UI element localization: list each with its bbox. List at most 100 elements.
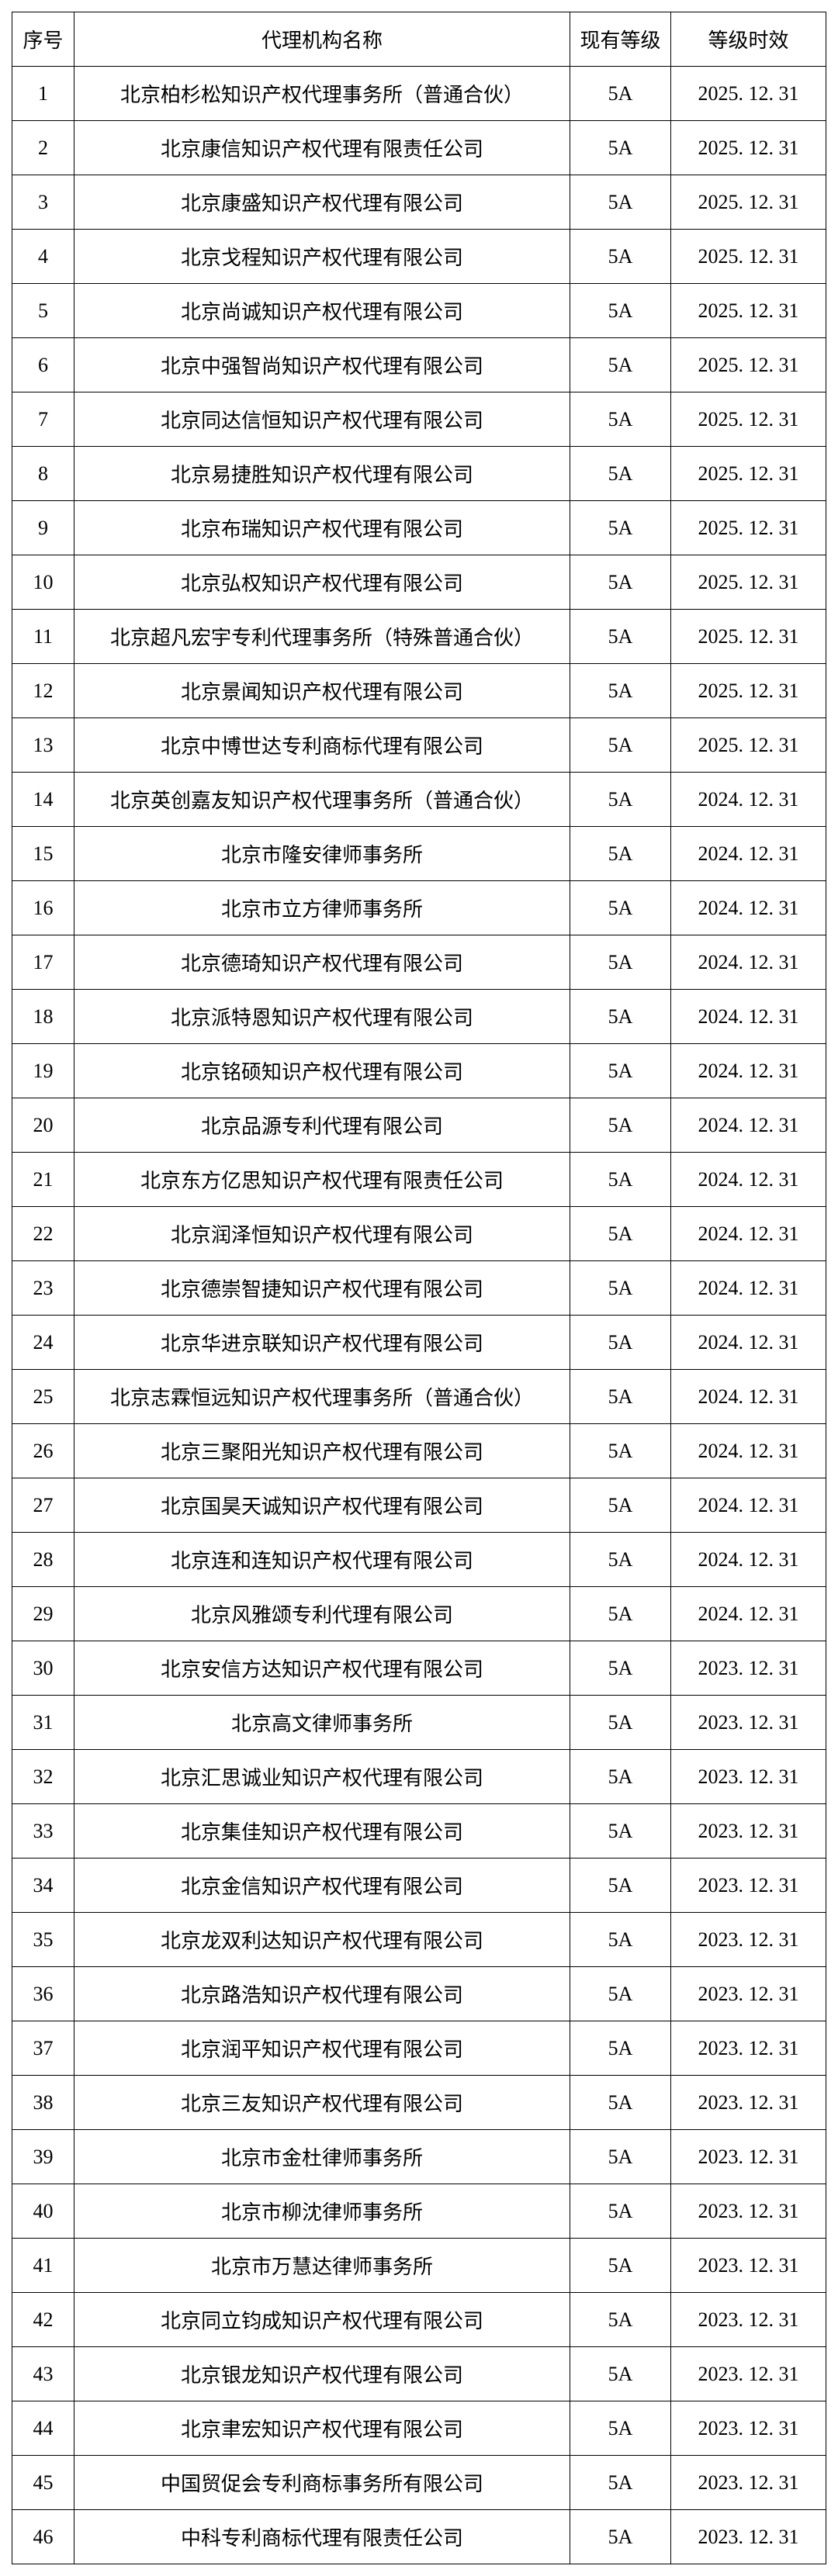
table-row: 44北京聿宏知识产权代理有限公司5A2023. 12. 31 <box>12 2401 826 2456</box>
cell-name: 北京华进京联知识产权代理有限公司 <box>74 1316 570 1370</box>
cell-grade: 5A <box>570 2239 671 2293</box>
cell-name: 北京市立方律师事务所 <box>74 881 570 935</box>
cell-name: 北京德琦知识产权代理有限公司 <box>74 935 570 990</box>
cell-grade: 5A <box>570 2456 671 2510</box>
cell-name: 北京市万慧达律师事务所 <box>74 2239 570 2293</box>
table-row: 24北京华进京联知识产权代理有限公司5A2024. 12. 31 <box>12 1316 826 1370</box>
cell-index: 6 <box>12 338 74 392</box>
cell-date: 2024. 12. 31 <box>671 881 826 935</box>
cell-index: 2 <box>12 121 74 175</box>
cell-grade: 5A <box>570 2076 671 2130</box>
table-row: 12北京景闻知识产权代理有限公司5A2025. 12. 31 <box>12 664 826 718</box>
cell-name: 北京连和连知识产权代理有限公司 <box>74 1533 570 1587</box>
table-row: 11北京超凡宏宇专利代理事务所（特殊普通合伙）5A2025. 12. 31 <box>12 610 826 664</box>
cell-index: 15 <box>12 827 74 881</box>
cell-name: 北京三聚阳光知识产权代理有限公司 <box>74 1424 570 1478</box>
cell-name: 北京中博世达专利商标代理有限公司 <box>74 718 570 773</box>
header-grade: 现有等级 <box>570 12 671 67</box>
cell-date: 2024. 12. 31 <box>671 990 826 1044</box>
cell-date: 2024. 12. 31 <box>671 935 826 990</box>
table-body: 1北京柏杉松知识产权代理事务所（普通合伙）5A2025. 12. 312北京康信… <box>12 67 826 2564</box>
cell-date: 2025. 12. 31 <box>671 121 826 175</box>
cell-name: 北京德崇智捷知识产权代理有限公司 <box>74 1261 570 1316</box>
cell-grade: 5A <box>570 1316 671 1370</box>
cell-name: 北京市柳沈律师事务所 <box>74 2184 570 2239</box>
cell-grade: 5A <box>570 338 671 392</box>
table-row: 23北京德崇智捷知识产权代理有限公司5A2024. 12. 31 <box>12 1261 826 1316</box>
cell-grade: 5A <box>570 1261 671 1316</box>
cell-index: 26 <box>12 1424 74 1478</box>
table-row: 25北京志霖恒远知识产权代理事务所（普通合伙）5A2024. 12. 31 <box>12 1370 826 1424</box>
table-row: 30北京安信方达知识产权代理有限公司5A2023. 12. 31 <box>12 1641 826 1696</box>
cell-index: 11 <box>12 610 74 664</box>
cell-name: 北京英创嘉友知识产权代理事务所（普通合伙） <box>74 773 570 827</box>
cell-grade: 5A <box>570 1153 671 1207</box>
table-row: 3北京康盛知识产权代理有限公司5A2025. 12. 31 <box>12 175 826 230</box>
cell-name: 北京市金杜律师事务所 <box>74 2130 570 2184</box>
cell-grade: 5A <box>570 990 671 1044</box>
cell-grade: 5A <box>570 501 671 555</box>
cell-index: 25 <box>12 1370 74 1424</box>
cell-grade: 5A <box>570 2293 671 2347</box>
cell-date: 2024. 12. 31 <box>671 773 826 827</box>
cell-index: 14 <box>12 773 74 827</box>
table-row: 1北京柏杉松知识产权代理事务所（普通合伙）5A2025. 12. 31 <box>12 67 826 121</box>
table-row: 10北京弘权知识产权代理有限公司5A2025. 12. 31 <box>12 555 826 610</box>
cell-index: 28 <box>12 1533 74 1587</box>
table-row: 9北京布瑞知识产权代理有限公司5A2025. 12. 31 <box>12 501 826 555</box>
cell-grade: 5A <box>570 2184 671 2239</box>
cell-name: 北京柏杉松知识产权代理事务所（普通合伙） <box>74 67 570 121</box>
cell-name: 北京易捷胜知识产权代理有限公司 <box>74 447 570 501</box>
cell-index: 36 <box>12 1967 74 2021</box>
cell-index: 17 <box>12 935 74 990</box>
table-row: 4北京戈程知识产权代理有限公司5A2025. 12. 31 <box>12 230 826 284</box>
cell-grade: 5A <box>570 1587 671 1641</box>
cell-index: 18 <box>12 990 74 1044</box>
cell-date: 2024. 12. 31 <box>671 1316 826 1370</box>
cell-date: 2023. 12. 31 <box>671 2239 826 2293</box>
cell-index: 39 <box>12 2130 74 2184</box>
cell-index: 31 <box>12 1696 74 1750</box>
cell-grade: 5A <box>570 881 671 935</box>
cell-grade: 5A <box>570 447 671 501</box>
cell-date: 2023. 12. 31 <box>671 1804 826 1859</box>
table-row: 6北京中强智尚知识产权代理有限公司5A2025. 12. 31 <box>12 338 826 392</box>
cell-name: 北京高文律师事务所 <box>74 1696 570 1750</box>
cell-index: 20 <box>12 1098 74 1153</box>
cell-index: 12 <box>12 664 74 718</box>
table-row: 5北京尚诚知识产权代理有限公司5A2025. 12. 31 <box>12 284 826 338</box>
cell-date: 2025. 12. 31 <box>671 67 826 121</box>
cell-date: 2025. 12. 31 <box>671 338 826 392</box>
table-row: 19北京铭硕知识产权代理有限公司5A2024. 12. 31 <box>12 1044 826 1098</box>
cell-name: 北京布瑞知识产权代理有限公司 <box>74 501 570 555</box>
cell-name: 北京聿宏知识产权代理有限公司 <box>74 2401 570 2456</box>
cell-index: 16 <box>12 881 74 935</box>
cell-grade: 5A <box>570 1641 671 1696</box>
cell-grade: 5A <box>570 664 671 718</box>
cell-date: 2024. 12. 31 <box>671 1044 826 1098</box>
cell-index: 40 <box>12 2184 74 2239</box>
cell-grade: 5A <box>570 1207 671 1261</box>
table-row: 21北京东方亿思知识产权代理有限责任公司5A2024. 12. 31 <box>12 1153 826 1207</box>
table-row: 32北京汇思诚业知识产权代理有限公司5A2023. 12. 31 <box>12 1750 826 1804</box>
cell-date: 2024. 12. 31 <box>671 1098 826 1153</box>
cell-date: 2025. 12. 31 <box>671 718 826 773</box>
cell-name: 北京龙双利达知识产权代理有限公司 <box>74 1913 570 1967</box>
cell-name: 北京戈程知识产权代理有限公司 <box>74 230 570 284</box>
cell-date: 2023. 12. 31 <box>671 1913 826 1967</box>
cell-date: 2025. 12. 31 <box>671 555 826 610</box>
cell-grade: 5A <box>570 2347 671 2401</box>
agency-table: 序号 代理机构名称 现有等级 等级时效 1北京柏杉松知识产权代理事务所（普通合伙… <box>12 12 826 2564</box>
cell-date: 2023. 12. 31 <box>671 2130 826 2184</box>
cell-date: 2024. 12. 31 <box>671 1153 826 1207</box>
table-row: 42北京同立钧成知识产权代理有限公司5A2023. 12. 31 <box>12 2293 826 2347</box>
cell-date: 2024. 12. 31 <box>671 1533 826 1587</box>
cell-index: 33 <box>12 1804 74 1859</box>
table-row: 27北京国昊天诚知识产权代理有限公司5A2024. 12. 31 <box>12 1478 826 1533</box>
cell-name: 北京安信方达知识产权代理有限公司 <box>74 1641 570 1696</box>
cell-index: 38 <box>12 2076 74 2130</box>
table-row: 20北京品源专利代理有限公司5A2024. 12. 31 <box>12 1098 826 1153</box>
table-row: 18北京派特恩知识产权代理有限公司5A2024. 12. 31 <box>12 990 826 1044</box>
cell-grade: 5A <box>570 121 671 175</box>
table-row: 16北京市立方律师事务所5A2024. 12. 31 <box>12 881 826 935</box>
